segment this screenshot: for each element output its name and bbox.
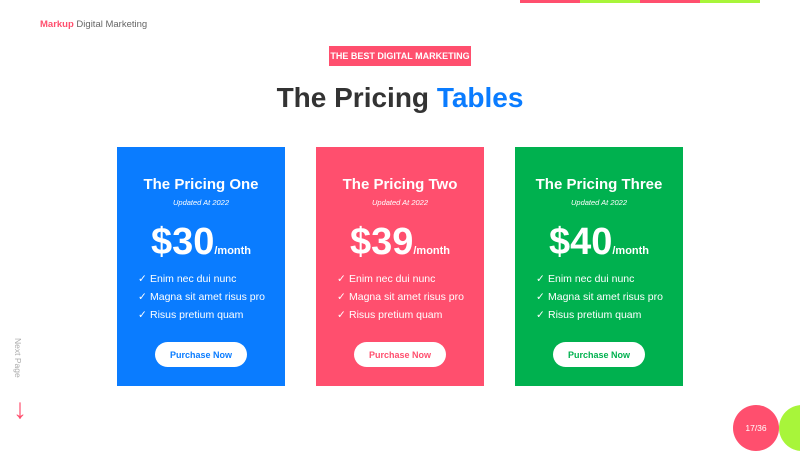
plan-name: The Pricing One bbox=[143, 176, 259, 193]
updated-label: Updated At 2022 bbox=[172, 198, 229, 207]
feature-text: Risus pretium quam bbox=[150, 309, 244, 321]
feature-item: ✓ Risus pretium quam bbox=[138, 306, 285, 324]
check-icon: ✓ bbox=[536, 273, 545, 285]
feature-item: ✓ Magna sit amet risus pro bbox=[536, 288, 683, 306]
price-amount: $30 bbox=[150, 221, 215, 263]
page-title: The Pricing Tables bbox=[0, 82, 800, 114]
brand-text: Digital Marketing bbox=[73, 19, 148, 30]
price: $30/month bbox=[117, 221, 285, 264]
purchase-now-button[interactable]: Purchase Now bbox=[354, 342, 446, 367]
feature-text: Enim nec dui nunc bbox=[548, 273, 635, 285]
feature-text: Magna sit amet risus pro bbox=[150, 291, 265, 303]
plan-name: The Pricing Three bbox=[535, 176, 663, 193]
updated-label: Updated At 2022 bbox=[570, 198, 627, 207]
feature-text: Magna sit amet risus pro bbox=[349, 291, 464, 303]
check-icon: ✓ bbox=[536, 309, 545, 321]
check-icon: ✓ bbox=[337, 309, 346, 321]
plan-name: The Pricing Two bbox=[342, 176, 458, 193]
top-bar-segment bbox=[700, 0, 760, 3]
next-page-label[interactable]: Next Page bbox=[13, 338, 23, 378]
page-number: 17/36 bbox=[733, 405, 779, 451]
check-icon: ✓ bbox=[138, 291, 147, 303]
feature-list: ✓ Enim nec dui nunc ✓ Magna sit amet risus … bbox=[536, 270, 683, 324]
feature-text: Enim nec dui nunc bbox=[349, 273, 436, 285]
price-period: /month bbox=[612, 245, 650, 257]
brand-accent: Markup bbox=[40, 19, 74, 30]
pricing-card: The Pricing Three Updated At 2022 $40/mo… bbox=[515, 147, 683, 386]
arrow-down-icon[interactable]: ↓ bbox=[13, 393, 27, 424]
feature-item: ✓ Magna sit amet risus pro bbox=[138, 288, 285, 306]
check-icon: ✓ bbox=[337, 291, 346, 303]
feature-item: ✓ Risus pretium quam bbox=[337, 306, 484, 324]
feature-text: Risus pretium quam bbox=[349, 309, 443, 321]
feature-text: Magna sit amet risus pro bbox=[548, 291, 663, 303]
feature-list: ✓ Enim nec dui nunc ✓ Magna sit amet risus … bbox=[337, 270, 484, 324]
price: $40/month bbox=[515, 221, 683, 264]
feature-item: ✓ Enim nec dui nunc bbox=[138, 270, 285, 288]
check-icon: ✓ bbox=[536, 291, 545, 303]
title-accent: Tables bbox=[436, 82, 524, 113]
feature-item: ✓ Enim nec dui nunc bbox=[337, 270, 484, 288]
brand-logo: Markup Digital Marketing bbox=[40, 19, 147, 30]
price: $39/month bbox=[316, 221, 484, 264]
feature-text: Risus pretium quam bbox=[548, 309, 642, 321]
top-bar-segment bbox=[520, 0, 580, 3]
check-icon: ✓ bbox=[337, 273, 346, 285]
pricing-card: The Pricing One Updated At 2022 $30/mont… bbox=[117, 147, 285, 386]
price-amount: $40 bbox=[548, 221, 613, 263]
price-amount: $39 bbox=[349, 221, 414, 263]
feature-list: ✓ Enim nec dui nunc ✓ Magna sit amet risus … bbox=[138, 270, 285, 324]
title-main: The Pricing bbox=[276, 82, 437, 113]
price-period: /month bbox=[413, 245, 451, 257]
feature-item: ✓ Magna sit amet risus pro bbox=[337, 288, 484, 306]
section-badge: THE BEST DIGITAL MARKETING bbox=[329, 46, 471, 66]
top-bar-segment bbox=[640, 0, 700, 3]
top-bar-segment bbox=[580, 0, 640, 3]
decorative-circle bbox=[779, 405, 800, 451]
purchase-now-button[interactable]: Purchase Now bbox=[553, 342, 645, 367]
feature-item: ✓ Enim nec dui nunc bbox=[536, 270, 683, 288]
purchase-now-button[interactable]: Purchase Now bbox=[155, 342, 247, 367]
check-icon: ✓ bbox=[138, 273, 147, 285]
price-period: /month bbox=[214, 245, 252, 257]
feature-text: Enim nec dui nunc bbox=[150, 273, 237, 285]
updated-label: Updated At 2022 bbox=[371, 198, 428, 207]
pricing-card: The Pricing Two Updated At 2022 $39/mont… bbox=[316, 147, 484, 386]
feature-item: ✓ Risus pretium quam bbox=[536, 306, 683, 324]
check-icon: ✓ bbox=[138, 309, 147, 321]
